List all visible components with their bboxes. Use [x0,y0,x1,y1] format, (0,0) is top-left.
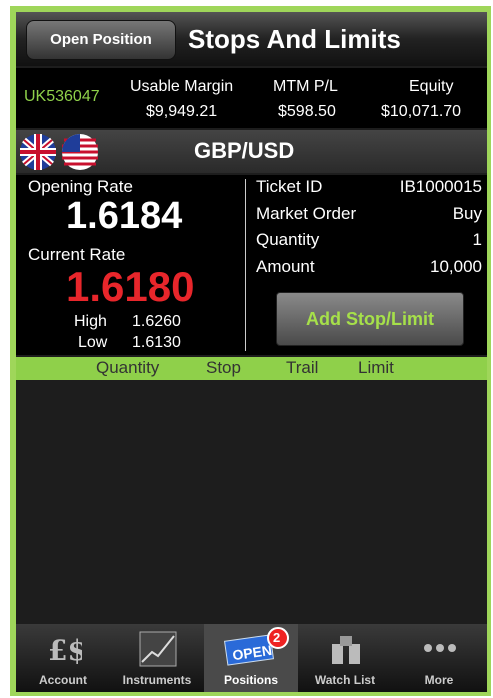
icon: £$ [48,634,82,667]
tab-label: Account [39,673,87,687]
row-label: Market Order [256,204,357,223]
title: Stops And Limits [188,24,401,54]
label: Opening Rate [28,177,133,196]
row-value: 10,000 [430,257,482,276]
metric-value: $598.50 [278,103,336,120]
divider [245,179,246,351]
account-bar: UK536047 Usable Margin $9,949.21 MTM P/L… [16,68,487,128]
pair-bar: GBP/USD [16,130,487,173]
tab-bar: £$ Account Instruments OPEN 2 Positions … [16,624,487,692]
tab-label: Watch List [314,673,376,687]
svg-text:£$: £$ [48,634,82,667]
tab[interactable]: Instruments [110,624,204,692]
opening-rate: 1.6184 [66,195,183,237]
column: Limit [358,358,394,377]
current-rate: 1.6180 [66,263,195,310]
tab[interactable]: £$ Account [16,624,110,692]
tab-label: Instruments [122,673,192,687]
icon [332,636,360,664]
metric-label: Usable Margin [130,78,234,95]
metric-value: $9,949.21 [146,103,218,120]
screen: Open Position Stops And Limits UK536047 … [16,12,487,692]
high: 1.6260 [132,313,181,330]
column: Stop [206,358,241,377]
row-label: Ticket ID [256,177,323,196]
row-value: IB1000015 [399,177,482,196]
row-label: Quantity [256,230,320,249]
nav-bar: Open Position Stops And Limits [16,12,487,66]
label: Current Rate [28,245,126,264]
tab[interactable]: Watch List [298,624,392,692]
label: Low [78,334,108,351]
row-label: Amount [256,257,315,276]
tab-label: Positions [223,673,278,687]
pair-symbol: GBP/USD [194,138,295,163]
column: Trail [286,358,319,377]
tab-label: More [424,673,454,687]
badge: 2 [273,630,281,645]
back-button[interactable]: Open Position [26,20,176,60]
label: High [74,313,107,330]
column: Quantity [96,358,160,377]
metric-label: MTM P/L [273,78,338,95]
row-value: 1 [472,230,482,249]
account-id: UK536047 [24,88,100,105]
metric-value: $10,071.70 [381,103,462,120]
flags [20,134,98,170]
svg-text:OPEN: OPEN [231,642,273,663]
column-header: Quantity Stop Trail Limit [16,357,487,380]
tab[interactable]: OPEN 2 Positions [204,624,298,692]
icon [139,631,177,667]
tab[interactable]: More [392,624,486,692]
icon [424,644,456,652]
details: Opening Rate 1.6184 Current Rate 1.6180 … [16,175,487,355]
metric-label: Equity [409,78,454,95]
add-stop-limit-button[interactable]: Add Stop/Limit [276,292,464,346]
row-value: Buy [452,204,482,223]
icon: OPEN [223,627,289,666]
low: 1.6130 [132,334,181,351]
